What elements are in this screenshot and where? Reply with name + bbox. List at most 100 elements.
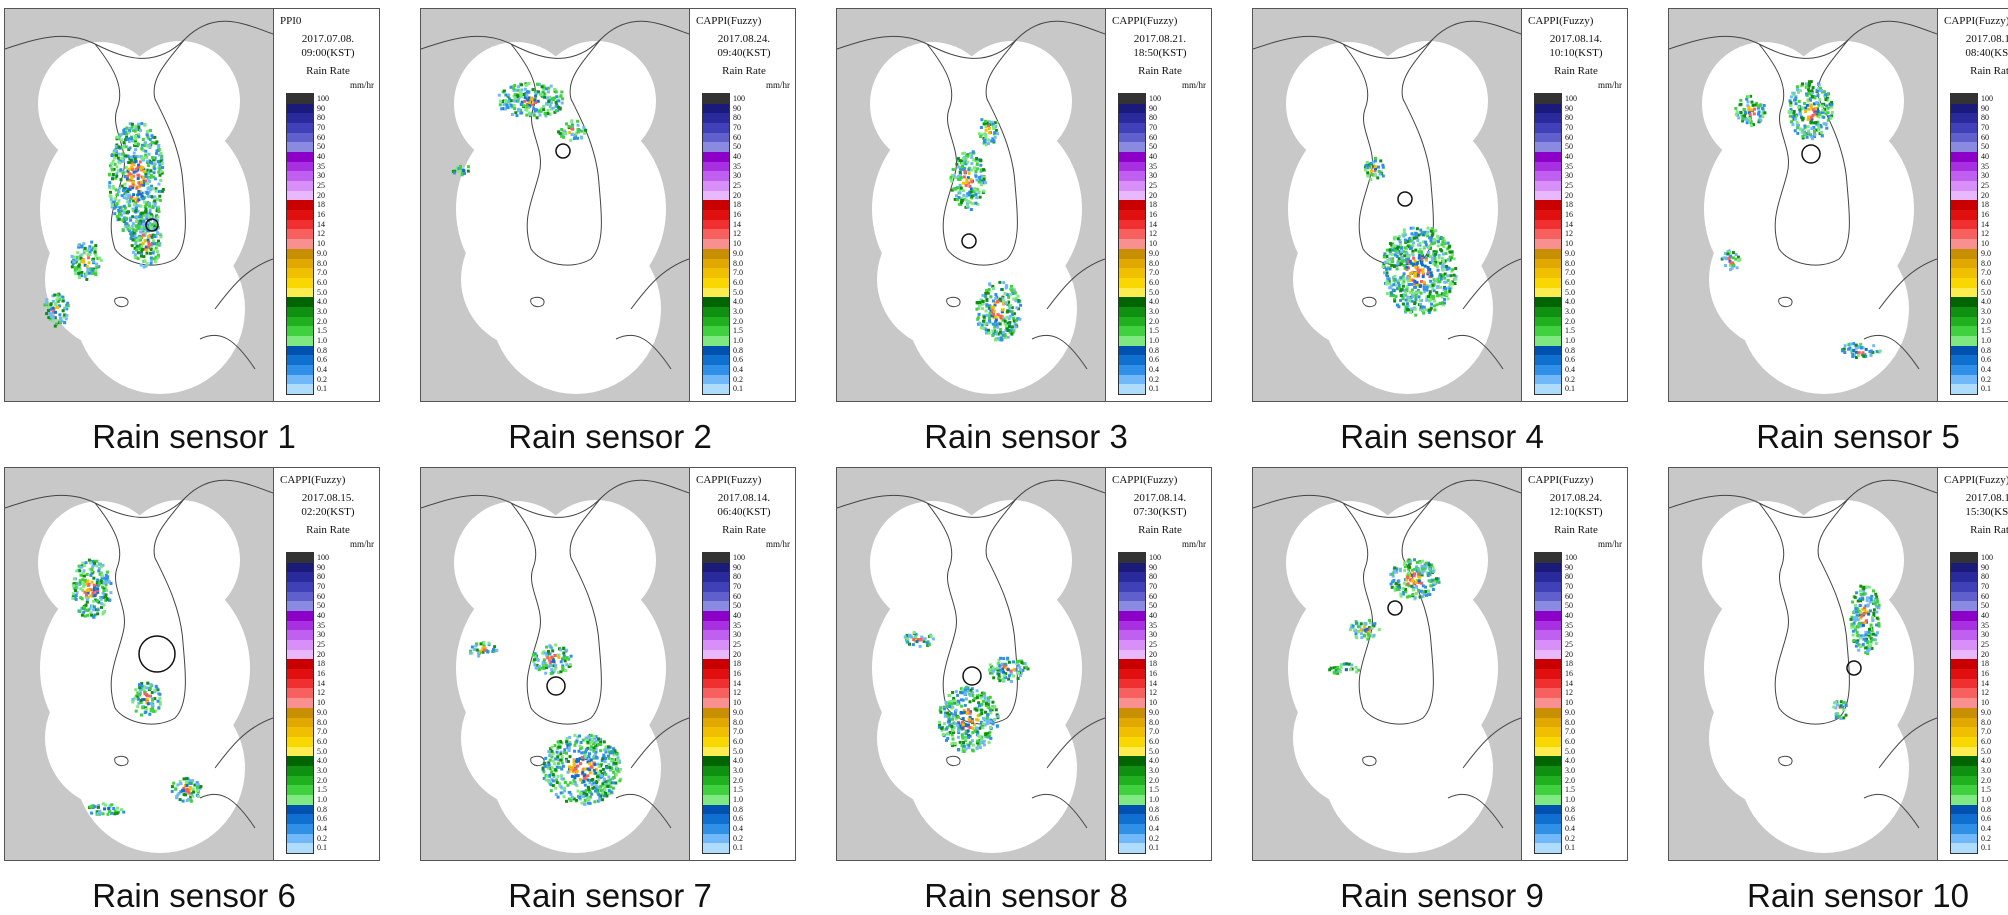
color-swatch	[287, 278, 313, 288]
color-swatch	[1119, 152, 1145, 162]
color-swatch	[1535, 843, 1561, 853]
scale-value-label: 4.0	[1565, 756, 1575, 765]
color-swatch	[1951, 259, 1977, 269]
scale-value-label: 9.0	[317, 708, 327, 717]
color-swatch	[1951, 220, 1977, 230]
scale-value-label: 18	[733, 659, 741, 668]
color-swatch	[1119, 307, 1145, 317]
color-swatch	[287, 766, 313, 776]
panel-caption: Rain sensor 3	[836, 418, 1216, 456]
color-swatch	[1119, 659, 1145, 669]
color-swatch	[1119, 268, 1145, 278]
scale-value-label: 0.6	[1149, 355, 1159, 364]
color-swatch	[703, 795, 729, 805]
color-swatch	[1951, 834, 1977, 844]
color-swatch	[1951, 650, 1977, 660]
scale-value-label: 5.0	[1981, 747, 1991, 756]
color-swatch	[1535, 824, 1561, 834]
color-swatch	[1535, 737, 1561, 747]
radar-image: CAPPI(Fuzzy)2017.08.10.15:30(KST)Rain Ra…	[1668, 467, 2008, 861]
scale-value-label: 90	[733, 563, 741, 572]
scale-value-label: 35	[1565, 162, 1573, 171]
scale-value-label: 7.0	[317, 268, 327, 277]
color-swatch	[1535, 747, 1561, 757]
color-swatch	[1535, 688, 1561, 698]
color-swatch	[1951, 278, 1977, 288]
color-swatch	[1535, 553, 1561, 563]
color-swatch	[1119, 766, 1145, 776]
color-swatch	[1535, 94, 1561, 104]
scale-value-label: 50	[317, 142, 325, 151]
rain-rate-title: Rain Rate	[280, 65, 376, 78]
scale-value-label: 4.0	[317, 756, 327, 765]
color-swatch	[1951, 384, 1977, 394]
color-swatch	[287, 191, 313, 201]
radar-image: CAPPI(Fuzzy)2017.08.21.18:50(KST)Rain Ra…	[836, 8, 1212, 402]
scale-value-label: 14	[317, 220, 325, 229]
scale-value-label: 1.0	[1565, 795, 1575, 804]
scale-value-label: 70	[1565, 582, 1573, 591]
scale-value-label: 0.6	[733, 355, 743, 364]
color-swatch	[1535, 239, 1561, 249]
color-swatch	[1951, 142, 1977, 152]
scale-value-label: 9.0	[1981, 708, 1991, 717]
scale-value-label: 25	[1565, 181, 1573, 190]
scale-value-label: 0.4	[1149, 824, 1159, 833]
color-swatch	[1951, 346, 1977, 356]
color-swatch	[1951, 563, 1977, 573]
color-swatch	[1119, 563, 1145, 573]
scale-value-label: 6.0	[1565, 278, 1575, 287]
color-swatch	[703, 200, 729, 210]
color-swatch	[1119, 336, 1145, 346]
scale-value-label: 7.0	[317, 727, 327, 736]
color-swatch	[1535, 229, 1561, 239]
scale-value-label: 2.0	[1565, 317, 1575, 326]
color-swatch	[1951, 191, 1977, 201]
color-swatch	[287, 747, 313, 757]
color-swatch	[1119, 611, 1145, 621]
scale-value-label: 60	[1149, 133, 1157, 142]
radar-image: CAPPI(Fuzzy)2017.08.14.10:10(KST)Rain Ra…	[1252, 8, 1628, 402]
scale-value-label: 12	[1565, 229, 1573, 238]
color-swatch	[1119, 229, 1145, 239]
scale-value-label: 0.6	[317, 355, 327, 364]
color-swatch	[1951, 123, 1977, 133]
color-swatch	[1535, 630, 1561, 640]
scale-value-label: 35	[317, 621, 325, 630]
color-swatch	[1535, 592, 1561, 602]
scale-value-label: 16	[1981, 669, 1989, 678]
color-swatch	[1951, 572, 1977, 582]
scale-value-label: 6.0	[1149, 278, 1159, 287]
color-swatch	[1535, 268, 1561, 278]
color-swatch	[703, 288, 729, 298]
scale-value-label: 0.6	[1981, 814, 1991, 823]
scale-value-label: 0.2	[317, 375, 327, 384]
scale-value-label: 0.1	[1565, 843, 1575, 852]
scale-value-label: 12	[733, 229, 741, 238]
product-label: CAPPI(Fuzzy)	[1944, 474, 2008, 487]
time-label: 09:00(KST)	[280, 47, 376, 60]
scale-value-label: 0.1	[1981, 843, 1991, 852]
scale-value-label: 6.0	[733, 278, 743, 287]
color-swatch	[287, 611, 313, 621]
panel-caption: Rain sensor 10	[1668, 877, 2008, 915]
color-swatch	[1535, 834, 1561, 844]
color-swatch	[287, 162, 313, 172]
color-swatch	[703, 336, 729, 346]
color-swatch	[1535, 346, 1561, 356]
color-swatch	[1119, 297, 1145, 307]
color-swatch	[287, 795, 313, 805]
scale-value-label: 12	[1149, 229, 1157, 238]
radar-image: CAPPI(Fuzzy)2017.08.24.09:40(KST)Rain Ra…	[420, 8, 796, 402]
scale-value-label: 50	[1565, 142, 1573, 151]
color-swatch	[1951, 679, 1977, 689]
scale-value-label: 40	[1149, 152, 1157, 161]
color-swatch	[1535, 669, 1561, 679]
legend-panel: CAPPI(Fuzzy)2017.08.15.02:20(KST)Rain Ra…	[273, 468, 380, 860]
scale-value-label: 5.0	[1149, 288, 1159, 297]
scale-value-label: 14	[1981, 220, 1989, 229]
color-swatch	[1119, 181, 1145, 191]
color-swatch	[703, 278, 729, 288]
scale-value-label: 80	[1565, 113, 1573, 122]
